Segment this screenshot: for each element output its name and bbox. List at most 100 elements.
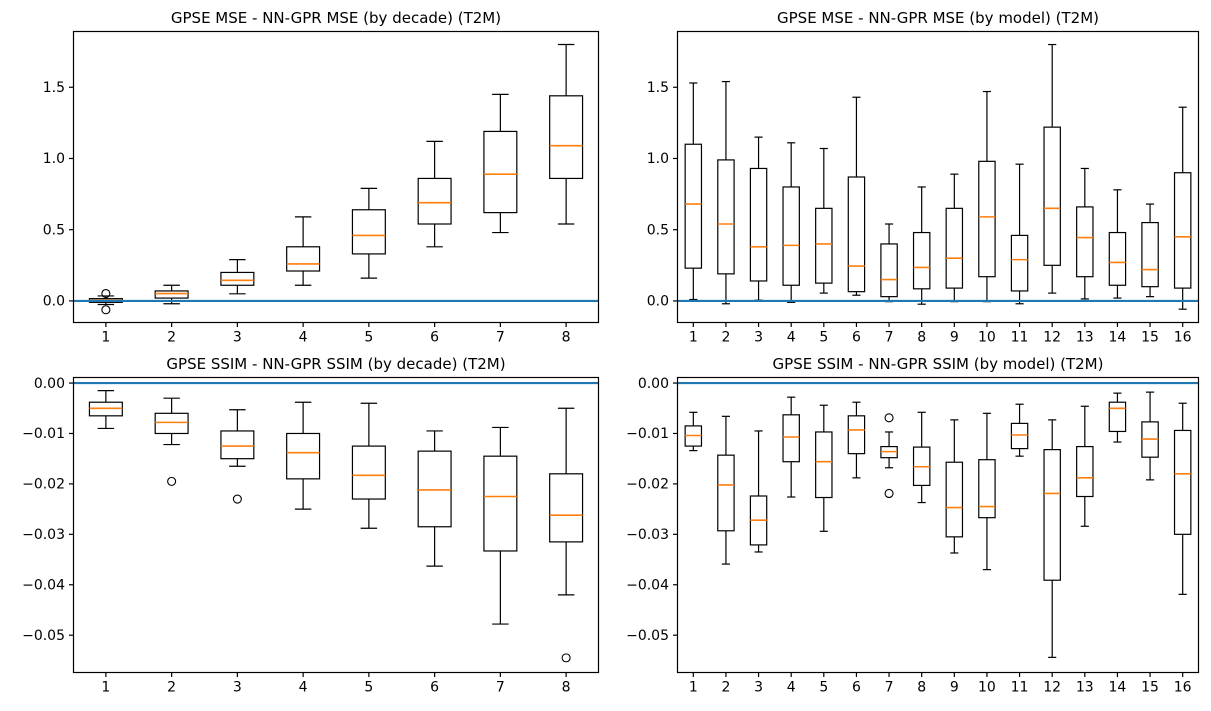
box-group: [880, 223, 898, 303]
boxplot-axes-ssim-by-model: 1 2 3 4 5 6 7 8 9 10 11 12 13 14 15 160.00−0.01−0.02−0.…: [626, 376, 1200, 696]
iqr-box: [912, 231, 931, 290]
outlier-marker: [561, 653, 571, 663]
box-group: [1043, 43, 1061, 294]
box-group: [1173, 402, 1192, 595]
iqr-box: [978, 160, 996, 278]
box-group: [978, 90, 996, 303]
iqr-box: [286, 432, 321, 480]
box-group: [1076, 405, 1094, 527]
box-group: [749, 430, 768, 553]
iqr-box: [549, 473, 584, 543]
iqr-box: [1010, 234, 1029, 292]
y-tick-label: 1.5: [43, 80, 65, 96]
iqr-box: [549, 95, 584, 180]
outlier-marker: [101, 305, 111, 315]
iqr-box: [945, 207, 964, 289]
x-tick-label: 4: [299, 680, 308, 696]
box-group: [220, 409, 255, 504]
y-tick-label: −0.03: [626, 527, 669, 543]
box-group: [417, 140, 452, 248]
y-tick-label: 1.0: [43, 151, 65, 167]
box-group: [978, 412, 996, 571]
axes-spines: [72, 30, 600, 324]
x-tick-label: 1: [101, 330, 110, 346]
iqr-box: [684, 143, 703, 269]
box-group: [417, 430, 452, 567]
y-tick-label: 0.0: [647, 294, 669, 310]
iqr-box: [782, 414, 800, 463]
y-tick-label: −0.01: [22, 426, 65, 442]
x-tick-label: 7: [885, 330, 894, 346]
box-group: [286, 401, 321, 510]
box-group: [945, 173, 964, 303]
x-tick-label: 13: [1076, 680, 1094, 696]
box-group: [549, 407, 584, 663]
iqr-box: [1173, 172, 1192, 289]
x-tick-label: 6: [852, 680, 861, 696]
iqr-box: [717, 454, 735, 532]
axes-spines: [676, 30, 1200, 324]
x-tick-label: 3: [233, 680, 242, 696]
x-tick-label: 4: [787, 680, 796, 696]
box-group: [1010, 403, 1029, 457]
box-group: [1043, 419, 1061, 658]
iqr-box: [1076, 445, 1094, 498]
x-tick-label: 2: [167, 330, 176, 346]
x-tick-label: 4: [299, 330, 308, 346]
x-tick-label: 9: [950, 680, 959, 696]
iqr-box: [154, 290, 189, 299]
x-tick-label: 12: [1043, 680, 1061, 696]
x-tick-label: 5: [819, 680, 828, 696]
x-tick-label: 15: [1141, 680, 1159, 696]
x-tick-label: 6: [430, 330, 439, 346]
box-group: [1108, 189, 1127, 299]
iqr-box: [815, 431, 833, 499]
y-tick-label: 0.00: [34, 376, 65, 392]
x-tick-label: 14: [1109, 680, 1127, 696]
x-tick-label: 8: [562, 330, 571, 346]
box-group: [782, 396, 800, 498]
x-tick-label: 10: [978, 330, 996, 346]
outlier-marker: [884, 413, 894, 423]
iqr-box: [847, 176, 866, 293]
iqr-box: [1108, 401, 1127, 433]
x-tick-label: 5: [364, 330, 373, 346]
box-group: [88, 390, 123, 430]
iqr-box: [351, 209, 386, 255]
boxplot-axes-ssim-by-decade: 1 2 3 4 5 6 7 8 0.00 −0.01 −0.02 −0.03 −0.04 −0.05: [22, 376, 600, 696]
iqr-box: [1141, 221, 1159, 288]
box-group: [717, 80, 735, 305]
y-tick-label: −0.02: [22, 477, 65, 493]
box-group: [154, 397, 189, 486]
x-tick-label: 8: [917, 330, 926, 346]
iqr-box: [154, 412, 189, 435]
iqr-box: [220, 271, 255, 286]
box-group: [351, 187, 386, 279]
iqr-box: [483, 455, 518, 552]
chart-title-mse-by-model: GPSE MSE - NN-GPR MSE (by model) (T2M): [777, 9, 1099, 27]
x-tick-label: 3: [754, 330, 763, 346]
axes-spines: [676, 376, 1200, 674]
iqr-box: [220, 430, 255, 460]
x-tick-label: 6: [852, 330, 861, 346]
x-tick-label: 7: [496, 680, 505, 696]
x-tick-label: 1: [689, 680, 698, 696]
y-tick-label: −0.03: [22, 527, 65, 543]
box-group: [1141, 391, 1159, 481]
iqr-box: [782, 186, 800, 286]
iqr-box: [945, 461, 964, 538]
box-group: [286, 216, 321, 286]
box-group: [815, 147, 833, 294]
box-group: [782, 142, 800, 303]
x-tick-label: 2: [721, 680, 730, 696]
iqr-box: [749, 167, 768, 282]
x-tick-label: 8: [562, 680, 571, 696]
y-tick-label: 0.5: [43, 222, 65, 238]
y-tick-label: −0.05: [22, 628, 65, 644]
x-tick-label: 5: [819, 330, 828, 346]
y-tick-label: 0.00: [638, 376, 669, 392]
x-tick-label: 7: [496, 330, 505, 346]
box-group: [1141, 203, 1159, 298]
box-group: [717, 415, 735, 565]
